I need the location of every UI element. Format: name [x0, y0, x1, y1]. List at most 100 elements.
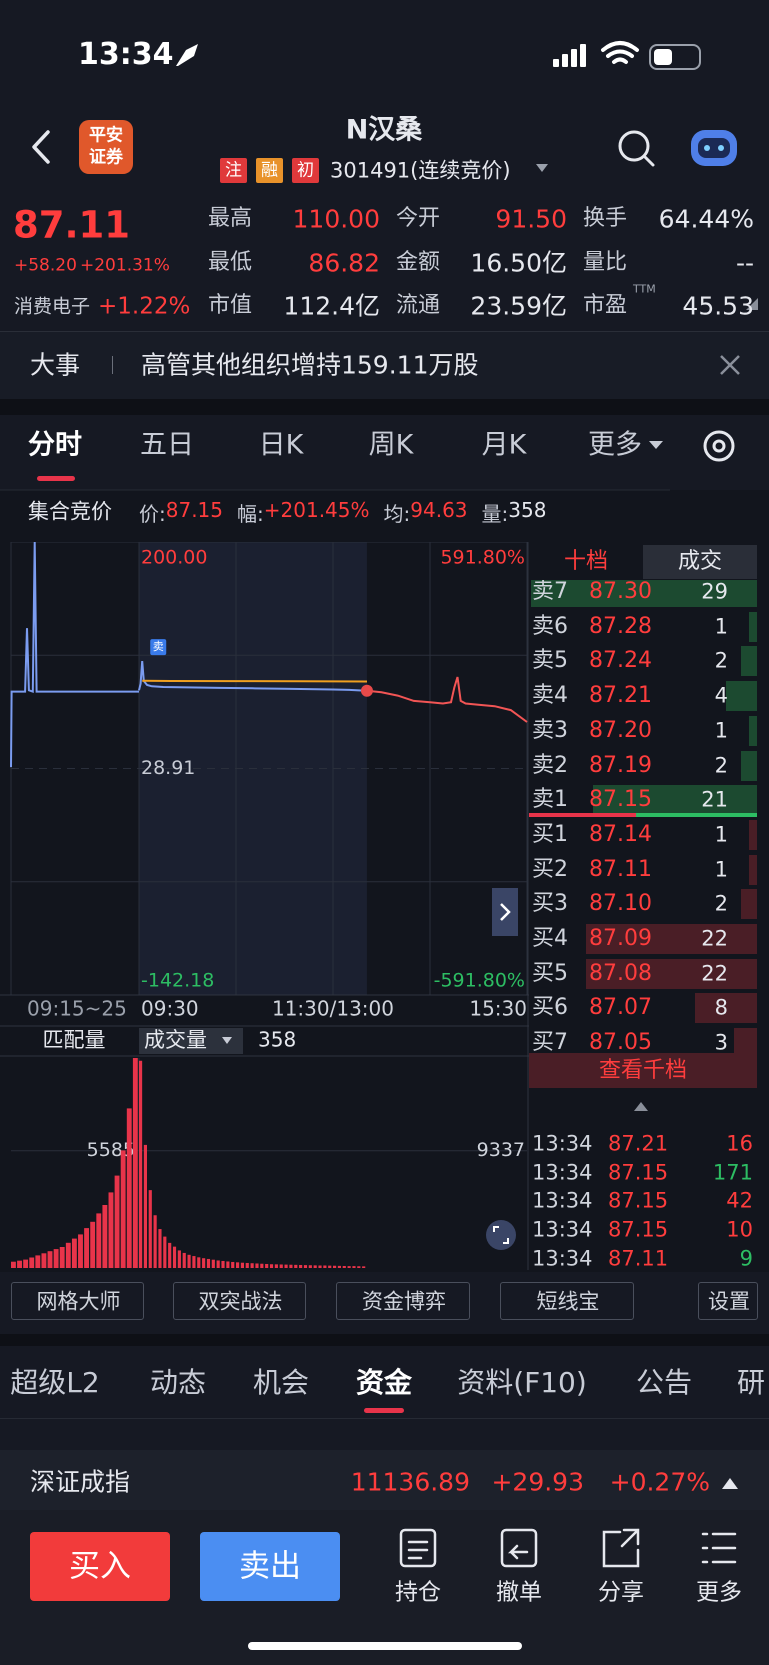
auction-volume-bar — [108, 1192, 114, 1268]
section-tab[interactable]: 资金 — [355, 1366, 413, 1399]
period-tab[interactable]: 五日 — [140, 429, 194, 461]
auction-volume-bar — [114, 1175, 120, 1268]
ob-label: 卖7 — [532, 580, 568, 604]
ob-volume: 22 — [701, 961, 728, 986]
ob-volume: 1 — [714, 718, 728, 743]
action-label[interactable]: 持仓 — [395, 1579, 441, 1606]
volume-bar — [694, 993, 757, 1024]
tag-text: 初 — [297, 160, 314, 180]
auction-volume-bar — [84, 1228, 90, 1268]
volume-bar — [585, 924, 757, 954]
volume-bar — [163, 1236, 167, 1268]
info-label: 集合竞价 — [28, 499, 112, 524]
volume-bar — [342, 1265, 346, 1268]
trade-volume: 10 — [726, 1217, 753, 1242]
corner-mark — [746, 298, 758, 310]
robot-eye — [704, 145, 710, 151]
ob-price: 87.09 — [589, 926, 652, 951]
volume-bar — [153, 1215, 157, 1268]
trade-price: 87.21 — [608, 1131, 669, 1156]
volume-bar — [221, 1260, 225, 1268]
tab-underline — [37, 476, 75, 481]
tool-button[interactable]: 资金博弈 — [336, 1282, 470, 1320]
sector-change: +1.22% — [98, 293, 191, 320]
tool-button[interactable]: 双突战法 — [173, 1282, 306, 1320]
tag-text: 融 — [261, 160, 278, 180]
auction-volume-bar — [132, 1058, 138, 1268]
volume-bar — [749, 854, 757, 885]
tool-button[interactable]: 网格大师 — [11, 1282, 144, 1320]
buy-button[interactable]: 买入 — [30, 1532, 170, 1601]
section-tab[interactable]: 资料(F10) — [457, 1366, 587, 1399]
sector-name: 消费电子 — [14, 295, 91, 318]
ob-volume: 4 — [714, 683, 728, 708]
volume-bar — [139, 1060, 143, 1268]
info-value: 94.63 — [410, 497, 468, 522]
action-label[interactable]: 更多 — [696, 1579, 742, 1606]
volume-bar — [294, 1264, 298, 1268]
volume-bar — [749, 715, 757, 746]
expand-arrow — [500, 903, 511, 921]
auction-volume-bar — [120, 1150, 126, 1268]
period-tab[interactable]: 周K — [368, 429, 414, 461]
ob-price: 87.11 — [589, 856, 652, 882]
ob-label: 卖6 — [532, 613, 568, 639]
price-line — [142, 679, 368, 683]
section-tab[interactable]: 超级L2 — [10, 1366, 100, 1399]
quote-value: 23.59亿 — [470, 291, 567, 321]
sell-button[interactable]: 卖出 — [200, 1532, 340, 1601]
logo-bg — [79, 120, 133, 174]
auction-volume-bar — [59, 1247, 65, 1268]
period-tab[interactable]: 更多 — [588, 429, 642, 461]
y-tick-label: -142.18 — [141, 970, 214, 992]
settings-icon — [703, 430, 735, 462]
ob-volume: 1 — [714, 822, 728, 847]
action-label[interactable]: 撤单 — [496, 1579, 542, 1606]
y2-tick-label: 591.80% — [440, 547, 525, 569]
period-tab[interactable]: 日K — [258, 429, 304, 461]
trade-price: 87.11 — [608, 1246, 669, 1268]
section-tab[interactable]: 公告 — [635, 1366, 693, 1399]
ob-tab[interactable]: 十档 — [563, 549, 609, 574]
current-dot — [360, 684, 373, 697]
volume-bar — [725, 681, 757, 712]
period-tab[interactable]: 分时 — [28, 429, 82, 461]
volume-bar — [197, 1257, 201, 1268]
trade-volume: 171 — [712, 1160, 753, 1185]
volume-bar — [255, 1263, 259, 1268]
tool-label: 双突战法 — [198, 1289, 283, 1314]
volume-bar — [231, 1261, 235, 1268]
tool-label: 短线宝 — [536, 1289, 600, 1314]
quote-label: 今开 — [396, 206, 441, 231]
volume-bar — [323, 1265, 327, 1268]
book-divider-green — [636, 813, 757, 817]
volume-bar — [187, 1254, 191, 1268]
back-icon — [32, 130, 50, 164]
ob-label: 买2 — [532, 856, 568, 882]
info-item: 量: 358 — [482, 498, 547, 527]
trade-volume: 16 — [726, 1131, 753, 1156]
tool-button[interactable]: 设置 — [698, 1282, 758, 1320]
period-tab[interactable]: 月K — [481, 429, 527, 461]
ob-tab-bg — [529, 545, 643, 579]
ob-tab[interactable]: 成交 — [677, 549, 723, 574]
trades: 13:34 87.21 16 13:34 87.15 171 13:34 87.15 42 13:… — [529, 1125, 757, 1268]
section-tab[interactable]: 研 — [736, 1366, 766, 1399]
quote-label: 金额 — [396, 250, 441, 275]
tool-button[interactable]: 短线宝 — [500, 1282, 634, 1320]
ob-volume: 21 — [701, 787, 728, 812]
volume-bar — [265, 1263, 269, 1268]
index-name[interactable]: 深证成指 — [30, 1467, 131, 1497]
trade-price: 87.15 — [608, 1217, 669, 1242]
volume-value: 358 — [258, 1028, 296, 1052]
trade-time: 13:34 — [532, 1160, 593, 1185]
volume-bar — [741, 750, 757, 781]
section-tab[interactable]: 机会 — [252, 1366, 310, 1399]
section-tab[interactable]: 动态 — [149, 1366, 207, 1399]
volume-bar — [172, 1246, 177, 1268]
volume-bar — [158, 1229, 162, 1268]
action-label[interactable]: 分享 — [598, 1579, 644, 1606]
volume-bar — [318, 1265, 322, 1268]
more-depth[interactable]: 查看千档 — [598, 1058, 688, 1083]
robot-eye — [718, 145, 724, 151]
